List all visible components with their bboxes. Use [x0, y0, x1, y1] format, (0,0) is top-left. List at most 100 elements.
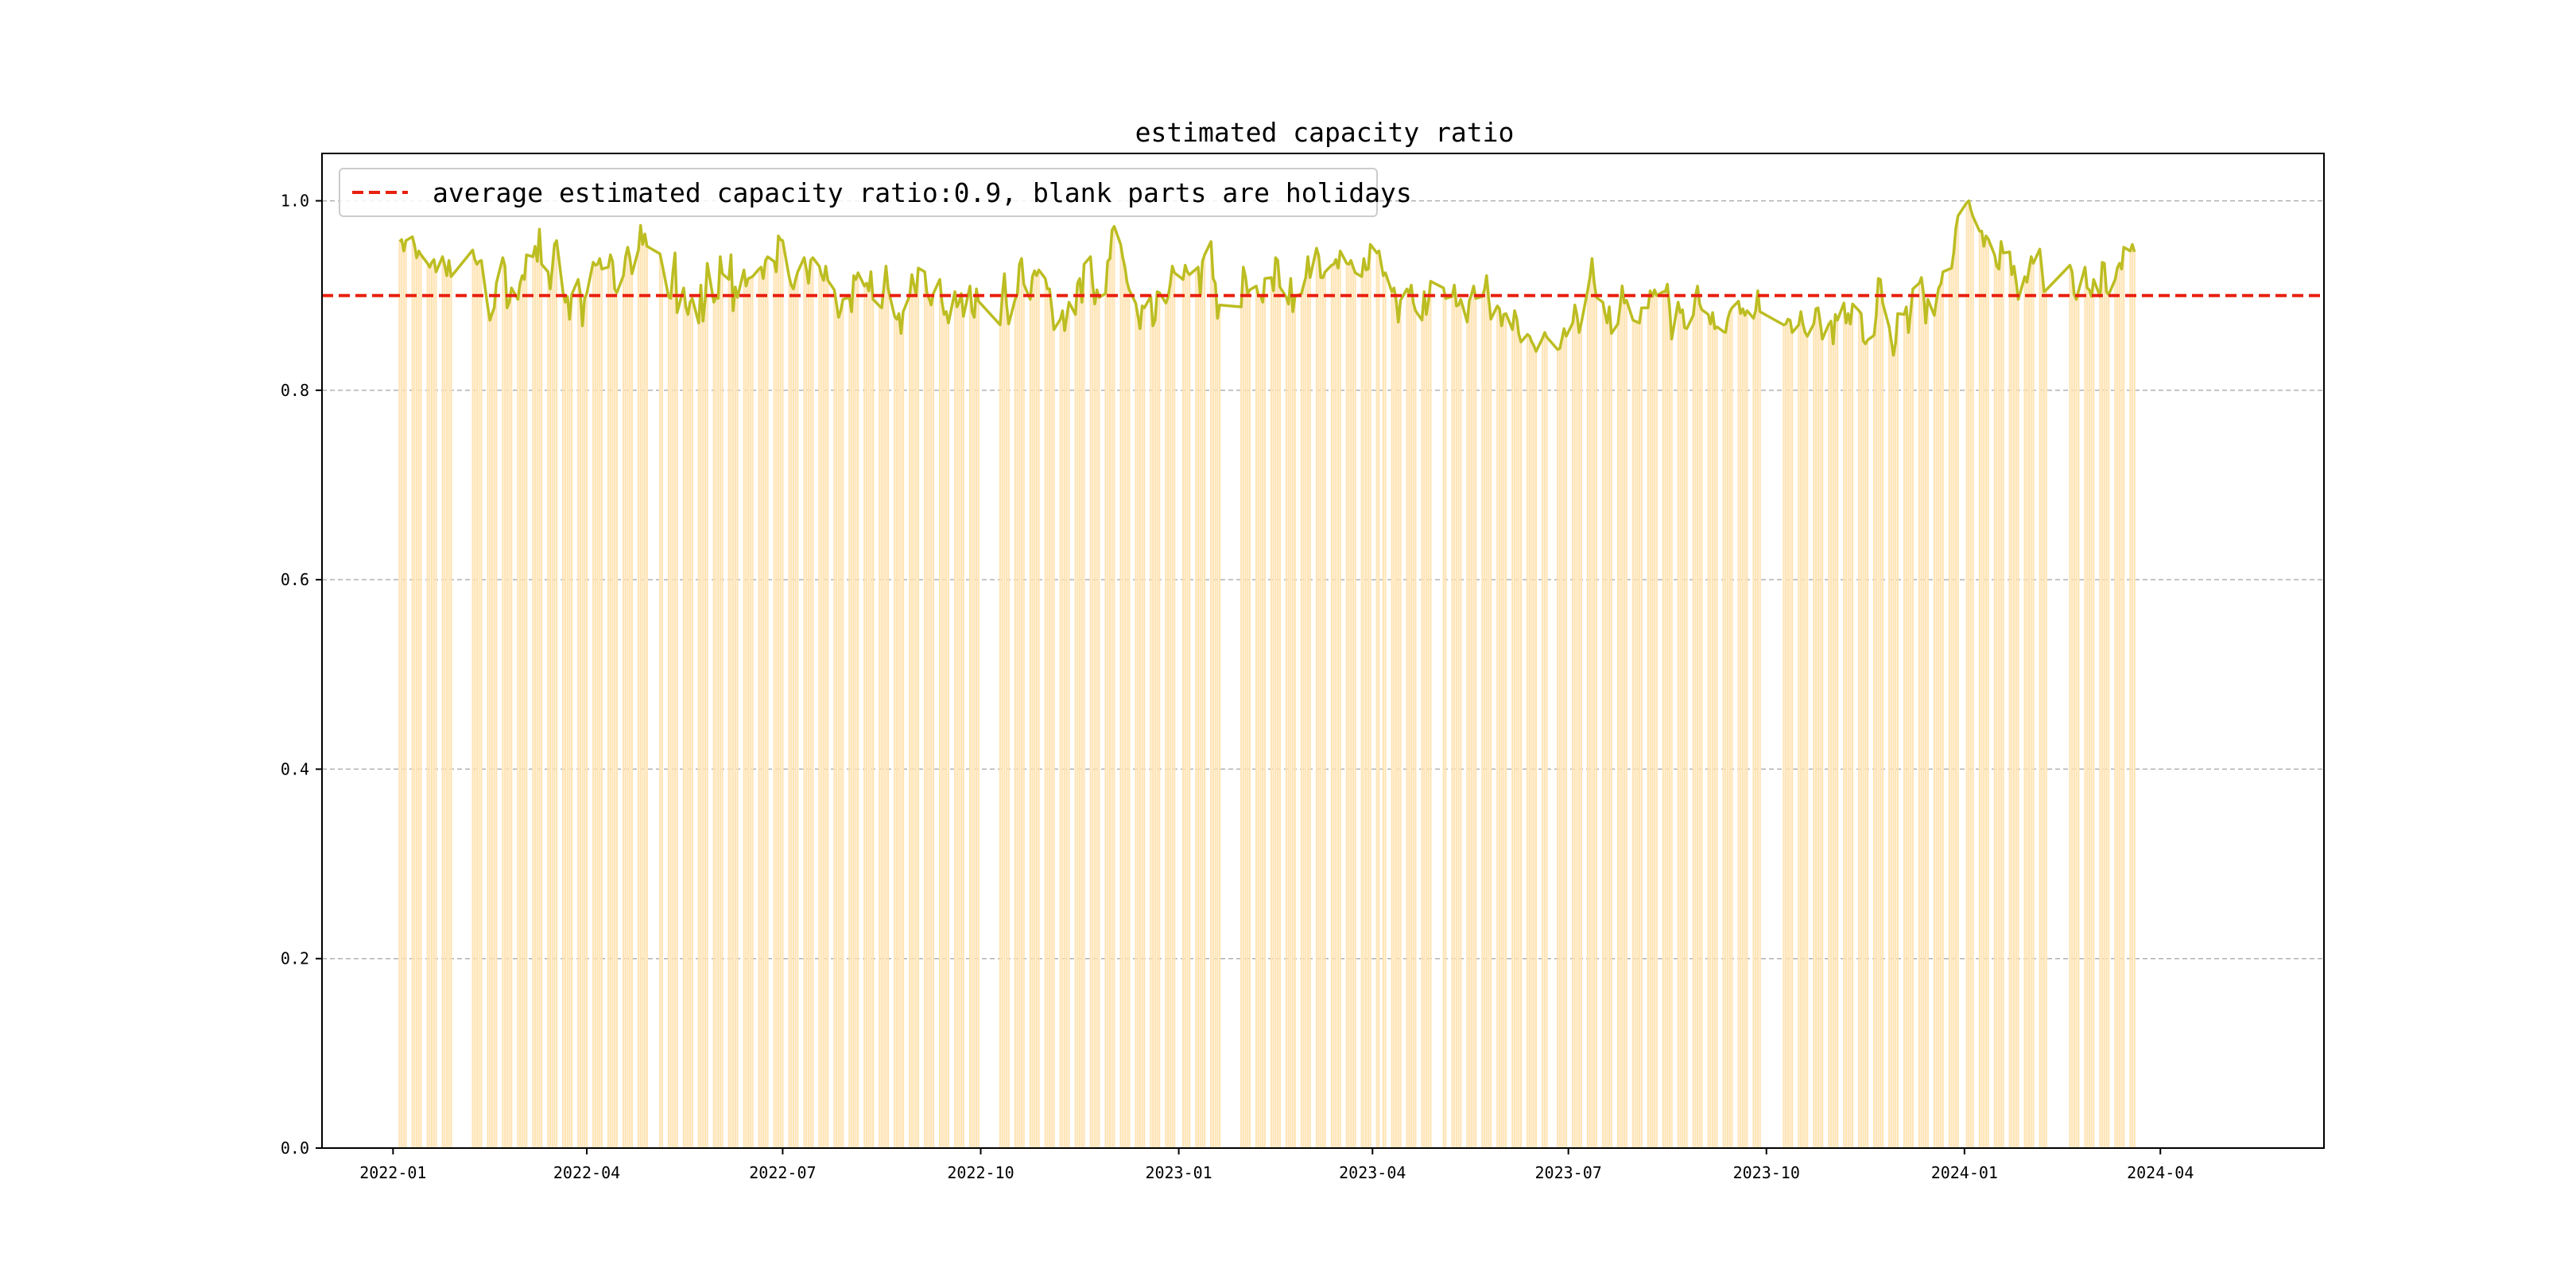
capacity-bar [852, 275, 855, 1148]
capacity-bar [1505, 313, 1507, 1148]
capacity-bar [508, 302, 510, 1148]
capacity-bar [538, 229, 541, 1148]
capacity-bar [1647, 308, 1649, 1148]
capacity-bar [1616, 324, 1620, 1148]
capacity-bar [431, 262, 433, 1148]
capacity-bar [1980, 231, 1983, 1148]
capacity-bar [1679, 312, 1682, 1148]
capacity-bar [1078, 278, 1081, 1149]
capacity-bar [1787, 319, 1789, 1148]
capacity-bar [1655, 295, 1658, 1148]
capacity-bar [1369, 244, 1371, 1148]
capacity-bar [2123, 246, 2125, 1148]
capacity-bar [615, 293, 619, 1148]
capacity-bar [1922, 293, 1925, 1148]
capacity-bar [1263, 278, 1266, 1149]
capacity-bar [1534, 351, 1538, 1149]
capacity-bar [1108, 258, 1111, 1149]
capacity-bar [1395, 300, 1398, 1149]
capacity-bar [857, 273, 859, 1148]
capacity-bar [1317, 255, 1320, 1148]
capacity-bar [1621, 285, 1624, 1148]
capacity-bar [1092, 284, 1094, 1149]
capacity-bar [1393, 288, 1395, 1148]
capacity-bar [2000, 241, 2002, 1148]
capacity-bar [1942, 271, 1944, 1148]
capacity-bar [1333, 264, 1335, 1148]
capacity-bar [1935, 300, 1938, 1149]
capacity-bar [805, 269, 808, 1149]
capacity-bar [1987, 239, 1989, 1149]
capacity-bar [1677, 302, 1679, 1148]
capacity-bar [1589, 277, 1591, 1148]
capacity-bar [736, 297, 739, 1148]
capacity-bar [1169, 284, 1171, 1149]
capacity-bar [1662, 291, 1664, 1148]
capacity-bar [704, 300, 707, 1149]
capacity-bar [1746, 310, 1748, 1149]
capacity-bar [553, 244, 556, 1148]
capacity-bar [2008, 251, 2011, 1148]
capacity-bar [1384, 273, 1387, 1148]
capacity-bar [782, 240, 784, 1148]
capacity-bar [475, 264, 479, 1148]
capacity-bar [1189, 274, 1191, 1148]
capacity-bar [913, 285, 915, 1148]
capacity-bar [1571, 323, 1574, 1148]
capacity-bar [1619, 307, 1621, 1148]
capacity-bar [564, 302, 567, 1148]
capacity-bar [1049, 289, 1051, 1149]
capacity-bar [827, 280, 829, 1149]
capacity-bar [1887, 327, 1891, 1148]
capacity-bar [1430, 281, 1432, 1148]
legend-box [339, 168, 1378, 217]
capacity-bar [1287, 304, 1290, 1148]
capacity-bar [562, 293, 564, 1148]
capacity-bar [1873, 335, 1876, 1148]
capacity-bar [777, 235, 780, 1148]
capacity-bar [1511, 329, 1514, 1148]
capacity-bar [1455, 305, 1457, 1148]
capacity-bar [1123, 266, 1126, 1148]
legend: average estimated capacity ratio:0.9, bl… [339, 168, 1412, 217]
capacity-bar [691, 298, 693, 1148]
capacity-bar [2120, 269, 2123, 1149]
capacity-bar [1938, 288, 1940, 1148]
capacity-bar [945, 311, 948, 1149]
capacity-bar [1783, 324, 1785, 1148]
capacity-bar [661, 264, 663, 1148]
capacity-bar [947, 323, 949, 1148]
capacity-bar [1285, 297, 1288, 1148]
capacity-bar [1728, 311, 1731, 1149]
capacity-bar [1631, 320, 1634, 1149]
capacity-bar [2075, 299, 2077, 1149]
capacity-bar [880, 308, 883, 1148]
capacity-bar [2105, 291, 2108, 1148]
capacity-bar [2131, 244, 2134, 1148]
capacity-bar [629, 258, 631, 1148]
capacity-bar [471, 250, 474, 1148]
capacity-bar [480, 260, 483, 1148]
capacity-bar [1813, 324, 1815, 1148]
capacity-bar [1744, 315, 1746, 1149]
capacity-bar [1481, 296, 1484, 1148]
capacity-bar [1445, 298, 1447, 1148]
capacity-bar [764, 260, 766, 1148]
capacity-bar [700, 285, 702, 1148]
capacity-bar [1472, 285, 1475, 1148]
capacity-bar [909, 295, 911, 1148]
capacity-bar [1880, 279, 1882, 1149]
y-tick-label: 0.2 [281, 949, 309, 968]
capacity-bar [1683, 328, 1686, 1148]
capacity-bar [627, 246, 629, 1148]
capacity-bar [579, 293, 581, 1148]
capacity-bar [1354, 273, 1356, 1148]
capacity-bar [779, 239, 782, 1148]
capacity-bar [2026, 282, 2028, 1148]
capacity-bar [502, 258, 504, 1148]
capacity-bar [1821, 339, 1824, 1148]
capacity-bar [1542, 338, 1544, 1148]
capacity-bar [1604, 313, 1606, 1148]
capacity-bar [607, 266, 610, 1148]
